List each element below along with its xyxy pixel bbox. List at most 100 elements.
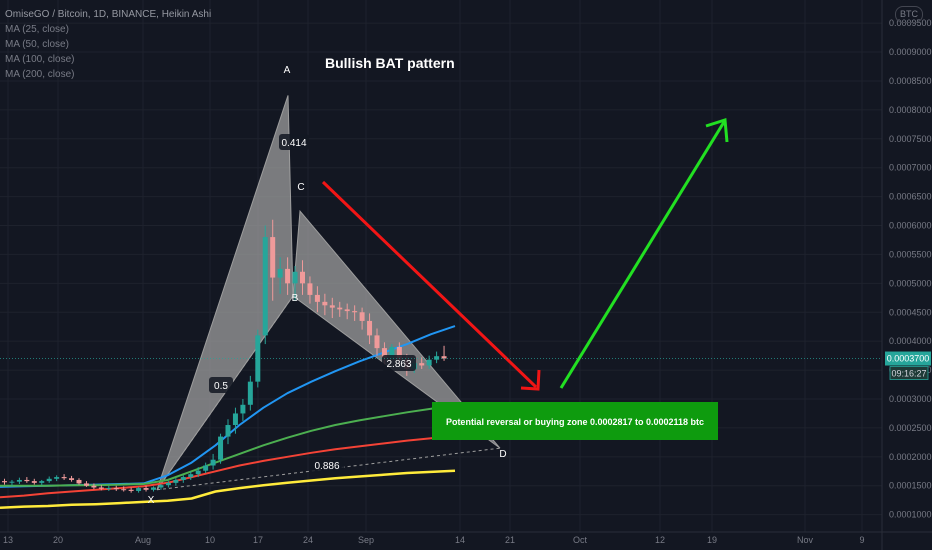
point-d-label: D [499,449,506,460]
y-tick-label: 0.0004000 [889,336,932,346]
candle-body [419,363,425,366]
grid-lines [0,0,882,532]
candle-body [262,237,268,336]
x-tick-label: 14 [455,535,465,545]
candle-body [277,268,283,278]
countdown-label: 09:16:27 [891,369,926,379]
ratio-bc-label-box [279,134,309,150]
candle-body [441,356,447,359]
ratio-xd-label-box [310,457,344,473]
candle-body [285,268,291,284]
y-tick-label: 0.0005500 [889,249,932,259]
x-tick-label: 24 [303,535,313,545]
candle-body [344,309,350,312]
x-tick-label: 10 [205,535,215,545]
candle-body [31,481,37,483]
ratio-xb-label-box [209,377,233,393]
x-tick-label: Aug [135,535,151,545]
y-tick-label: 0.0007000 [889,163,932,173]
candle-body [225,425,231,437]
ma25-label[interactable]: MA (25, close) [5,24,69,35]
y-tick-label: 0.0008500 [889,76,932,86]
point-b-label: B [292,293,299,304]
candle-body [374,335,380,349]
candle-body [195,470,201,475]
candle-body [39,481,45,483]
up-arrow-head [705,118,729,143]
candle-body [210,459,216,466]
candle-body [426,359,432,366]
candle-body [337,307,343,310]
y-tick-label: 0.0001000 [889,510,932,520]
ma-line-3 [0,435,456,499]
y-tick-label: 0.0002000 [889,452,932,462]
last-price-label: 0.0003700 [887,354,930,364]
currency-badge[interactable]: BTC [895,6,923,23]
y-tick-label: 0.0006500 [889,192,932,202]
ratio-xb-label: 0.5 [214,381,228,392]
y-tick-label: 0.0002500 [889,423,932,433]
y-tick-label: 0.0003000 [889,394,932,404]
pattern-title: Bullish BAT pattern [325,55,455,71]
candle-body [396,346,402,360]
candle-body [240,404,246,414]
x-tick-label: 9 [859,535,864,545]
ma-line-4 [0,469,456,509]
x-tick-label: 17 [253,535,263,545]
symbol-title[interactable]: OmiseGO / Bitcoin, 1D, BINANCE, Heikin A… [5,9,212,20]
candle-body [121,489,127,491]
candle-body [307,283,313,295]
ma200-label[interactable]: MA (200, close) [5,69,75,80]
candle-body [91,485,97,488]
candle-body [434,356,440,360]
candle-body [247,381,253,405]
candle-body [203,465,209,471]
ma50-label[interactable]: MA (50, close) [5,39,69,50]
candle-body [329,305,335,308]
x-tick-label: Sep [358,535,374,545]
candle-body [106,488,112,490]
candle-body [69,478,75,480]
candle-body [381,348,387,358]
point-c-label: C [297,182,304,193]
x-tick-label: 13 [3,535,13,545]
candle-body [367,320,373,336]
candle-body [322,301,328,306]
candle-body [352,311,358,313]
candle-body [300,271,305,284]
candle-body [389,346,395,358]
y-tick-label: 0.0008000 [889,105,932,115]
candle-body [314,294,320,302]
y-tick-label: 0.0004500 [889,307,932,317]
candle-body [54,477,60,479]
annotations: A B C D X 0.5 0.414 2.863 0.886 Bullish BAT patte… [148,55,729,506]
candle-body [173,479,179,483]
y-tick-label: 0.0005000 [889,278,932,288]
x-tick-label: Oct [573,535,588,545]
candle-body [128,489,134,491]
candle-body [16,479,22,482]
y-tick-label: 0.0007500 [889,134,932,144]
ratio-xd-label: 0.886 [314,461,339,472]
reversal-zone [432,402,718,440]
candle-body [9,481,15,483]
down-arrow-shaft [321,180,538,389]
up-arrow-shaft [559,121,726,389]
countdown-box [889,366,929,380]
candle-body [180,477,186,480]
candle-body [98,487,104,489]
point-a-label: A [284,65,291,76]
x-tick-label: Nov [797,535,814,545]
candle-body [143,488,149,490]
x-tick-label: 19 [707,535,717,545]
candle-body [359,312,365,321]
ma100-label[interactable]: MA (100, close) [5,54,75,65]
ma-line-2 [0,403,456,487]
candle-body [151,487,156,490]
point-x-label: X [148,495,155,506]
triangle-bcd [292,209,501,449]
candle-body [270,237,276,278]
legend: OmiseGO / Bitcoin, 1D, BINANCE, Heikin A… [5,7,211,82]
candle-body [165,482,171,486]
